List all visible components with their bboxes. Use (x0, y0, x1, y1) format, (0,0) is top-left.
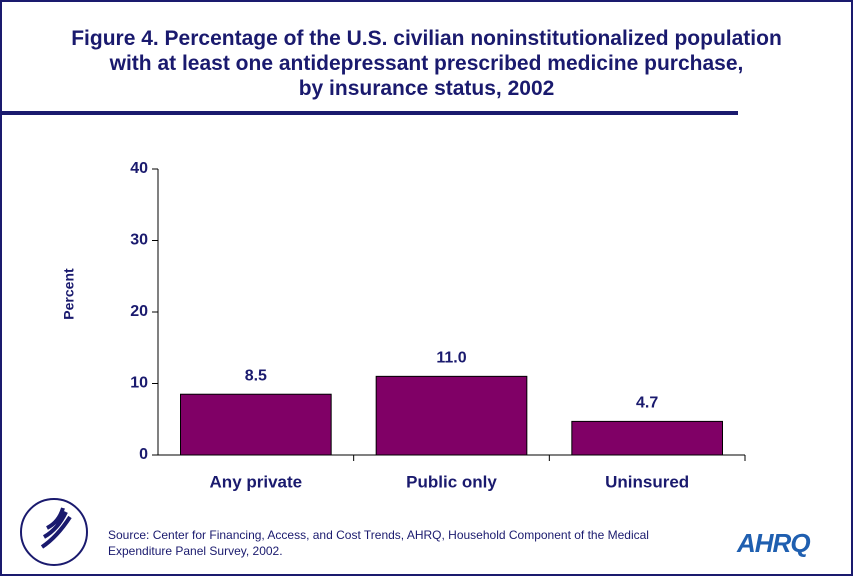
source-note: Source: Center for Financing, Access, an… (108, 528, 649, 558)
x-tick-label: Any private (210, 472, 303, 491)
bar (375, 375, 528, 456)
x-tick-label: Uninsured (605, 472, 689, 491)
chart-title: Figure 4. Percentage of the U.S. civilia… (71, 27, 782, 100)
title-rule (2, 111, 738, 115)
y-tick-label: 40 (130, 160, 148, 177)
value-label: 8.5 (245, 367, 267, 384)
bar (571, 420, 723, 456)
y-tick-label: 30 (130, 232, 148, 249)
ahrq-logo: AHRQ (737, 528, 811, 558)
y-tick-label: 10 (130, 375, 148, 392)
bar (180, 393, 332, 456)
y-tick-label: 20 (130, 303, 148, 320)
x-tick-label: Public only (406, 472, 497, 491)
y-axis-label: Percent (61, 268, 77, 320)
value-label: 4.7 (636, 395, 658, 412)
value-label: 11.0 (436, 350, 466, 367)
y-tick-label: 0 (139, 446, 148, 463)
hhs-logo (20, 498, 88, 566)
